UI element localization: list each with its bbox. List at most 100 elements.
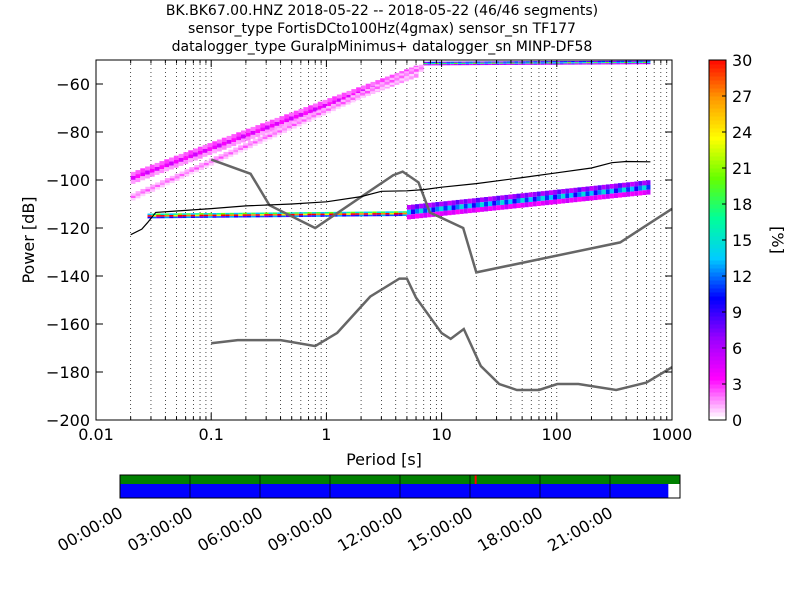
ppsd-cell xyxy=(472,63,477,66)
ppsd-cell xyxy=(341,92,347,97)
ppsd-cell xyxy=(365,93,371,96)
ppsd-cell xyxy=(160,215,165,217)
ppsd-cell xyxy=(223,156,229,160)
ppsd-cell xyxy=(380,214,386,217)
ppsd-cell xyxy=(151,216,157,219)
ppsd-cell xyxy=(350,213,356,215)
ppsd-cell xyxy=(642,60,647,62)
ppsd-cell xyxy=(194,164,200,168)
ppsd-cell xyxy=(475,202,480,208)
ppsd-cell xyxy=(438,61,443,63)
ppsd-cell xyxy=(199,214,204,217)
ppsd-cell xyxy=(246,214,252,216)
ppsd-cell xyxy=(504,204,509,210)
ppsd-cell xyxy=(145,191,151,194)
coverage-tick-label: 21:00:00 xyxy=(544,503,616,555)
ppsd-cell xyxy=(508,194,513,200)
ppsd-cell xyxy=(589,63,594,65)
ppsd-cell xyxy=(427,61,432,63)
ppsd-cell xyxy=(324,211,330,214)
ppsd-cell xyxy=(404,76,410,79)
ppsd-cell xyxy=(250,126,256,131)
ppsd-cell xyxy=(380,78,385,83)
ppsd-cell xyxy=(544,62,549,64)
ppsd-cell xyxy=(360,95,366,99)
ppsd-cell xyxy=(186,214,191,217)
ppsd-cell xyxy=(626,191,631,197)
ppsd-cell xyxy=(616,63,621,65)
y-tick-label: −160 xyxy=(46,315,90,334)
ppsd-cell xyxy=(199,216,204,218)
ppsd-cell xyxy=(286,123,292,126)
ppsd-cell xyxy=(335,101,341,105)
ppsd-cell xyxy=(291,123,297,127)
ppsd-cell xyxy=(274,121,280,126)
ppsd-bands xyxy=(130,60,651,220)
ppsd-cell xyxy=(467,208,472,214)
ppsd-cell xyxy=(521,62,526,64)
colorbar-cell xyxy=(709,404,726,409)
curve-nhnm xyxy=(210,158,673,274)
ppsd-cell xyxy=(203,213,209,215)
ppsd-cell xyxy=(472,62,477,64)
ppsd-cell xyxy=(646,61,651,64)
ppsd-cell xyxy=(337,215,343,217)
colorbar-cell xyxy=(709,84,726,89)
y-tick-label: −60 xyxy=(56,75,90,94)
ppsd-cell xyxy=(561,189,566,194)
ppsd-cell xyxy=(491,61,496,63)
ppsd-cell xyxy=(145,174,150,179)
ppsd-cell xyxy=(355,93,361,96)
ppsd-cell xyxy=(140,168,146,173)
colorbar-cell xyxy=(709,348,726,353)
colorbar-cell xyxy=(709,88,726,93)
ppsd-cell xyxy=(317,105,323,110)
ppsd-cell xyxy=(463,208,468,214)
ppsd-cell xyxy=(183,160,189,165)
ppsd-cell xyxy=(346,94,352,99)
ppsd-cell xyxy=(638,185,643,191)
ppsd-cell xyxy=(231,142,237,147)
ppsd-cell xyxy=(140,193,146,197)
ppsd-cell xyxy=(409,69,414,72)
ppsd-cell xyxy=(455,199,460,205)
ppsd-cell xyxy=(216,216,222,218)
ppsd-cell xyxy=(402,211,407,213)
ppsd-cell xyxy=(329,213,334,216)
ppsd-cell xyxy=(639,61,643,64)
ppsd-cell xyxy=(370,86,375,89)
colorbar-cell xyxy=(709,256,726,261)
ppsd-cell xyxy=(247,143,253,146)
time-coverage: 00:00:0003:00:0006:00:0009:00:0012:00:00… xyxy=(54,474,681,555)
ppsd-cell xyxy=(178,153,184,158)
ppsd-cell xyxy=(269,123,275,128)
ppsd-cell xyxy=(288,112,294,117)
ppsd-cell xyxy=(573,197,578,203)
ppsd-cell xyxy=(394,72,400,77)
ppsd-cell xyxy=(499,62,504,64)
ppsd-cell xyxy=(597,185,602,191)
ppsd-cell xyxy=(435,62,439,65)
ppsd-cell xyxy=(520,198,525,203)
ppsd-cell xyxy=(293,110,299,115)
ppsd-cell xyxy=(189,169,195,172)
ppsd-cell xyxy=(601,60,606,63)
ppsd-cell xyxy=(345,99,351,103)
ppsd-cell xyxy=(277,215,282,218)
ppsd-cell xyxy=(624,63,628,65)
ppsd-cell xyxy=(642,185,647,191)
ppsd-cell xyxy=(385,214,390,217)
ppsd-cell xyxy=(480,61,485,63)
ppsd-cell xyxy=(536,196,541,202)
ppsd-cell xyxy=(154,170,160,175)
ppsd-cell xyxy=(311,215,317,217)
ppsd-cell xyxy=(238,147,244,151)
ppsd-cell xyxy=(363,213,369,215)
ppsd-cell xyxy=(423,64,428,66)
ppsd-cell xyxy=(555,63,560,65)
ppsd-cell xyxy=(514,63,519,65)
ppsd-cell xyxy=(208,214,213,217)
ppsd-cell xyxy=(540,200,545,206)
ppsd-cell xyxy=(242,215,247,218)
ppsd-cell xyxy=(346,213,351,215)
